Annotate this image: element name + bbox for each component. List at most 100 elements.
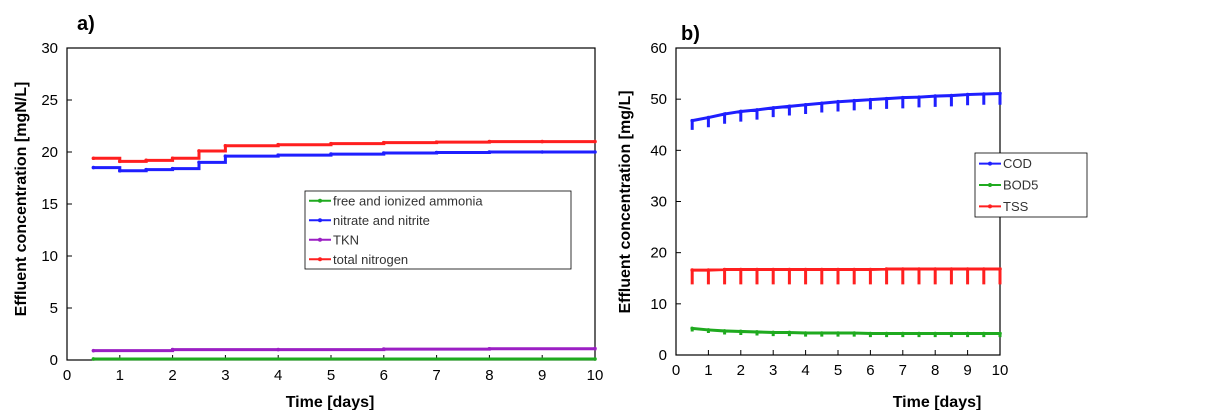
y-tick-label-b: 60 [650,40,667,57]
x-tick-label-a: 1 [116,367,124,384]
series-point-cod [722,112,727,116]
series-point-cod [949,93,954,98]
y-tick-label-a: 5 [50,300,58,317]
series-point-bod5 [965,331,970,336]
series-point-bod5 [771,330,775,335]
series-point-cod [868,97,873,102]
y-tick-label-a: 10 [41,248,58,265]
series-point-tss [998,267,1002,271]
series-point-total-nitrogen [197,149,201,153]
series-point-nitrate-and-nitrite [197,160,201,165]
legend-marker-bod5 [988,183,992,187]
series-point-tss [852,267,856,272]
series-point-total-nitrogen [144,158,148,163]
series-point-nitrate-and-nitrite [382,151,386,155]
legend-label-free-and-ionized-ammonia: free and ionized ammonia [333,193,483,208]
x-tick-label-a: 6 [380,367,388,384]
series-point-bod5 [755,330,759,334]
y-tick-label-a: 20 [41,144,58,161]
series-point-tss [803,267,808,272]
series-point-total-nitrogen [276,142,281,147]
series-point-cod [739,109,743,114]
series-point-nitrate-and-nitrite [593,150,597,154]
series-point-cod [820,101,824,106]
series-point-tkn [276,347,281,352]
panel-b-ylabel: Effluent concentration [mg/L] [617,90,634,313]
x-tick-label-b: 6 [866,362,874,379]
series-point-cod [901,95,905,100]
series-point-tss [836,267,840,272]
y-tick-label-b: 40 [650,142,667,159]
series-point-free-and-ionized-ammonia [593,357,597,361]
series-point-total-nitrogen [91,156,96,161]
y-tick-label-b: 0 [659,347,667,364]
legend-label-total-nitrogen: total nitrogen [333,252,408,267]
series-point-nitrate-and-nitrite [540,150,544,154]
legend-marker-cod [988,161,992,166]
series-point-cod [755,108,759,112]
series-point-nitrate-and-nitrite [434,150,439,155]
series-point-total-nitrogen [382,140,386,145]
x-tick-label-a: 9 [538,367,546,384]
series-point-tkn [382,347,386,351]
x-tick-label-b: 8 [931,362,939,379]
series-point-nitrate-and-nitrite [118,168,122,173]
series-point-tkn [91,348,96,353]
series-point-total-nitrogen [540,139,544,144]
y-tick-label-a: 30 [41,40,58,57]
series-point-bod5 [803,331,808,335]
series-point-total-nitrogen [487,139,492,144]
legend-marker-tkn [318,237,322,242]
series-point-bod5 [739,329,743,334]
series-point-cod [836,99,840,104]
series-point-tss [722,267,727,272]
series-point-nitrate-and-nitrite [170,166,175,171]
series-point-tkn [487,346,492,351]
series-point-bod5 [836,331,840,335]
x-tick-label-a: 4 [274,367,282,384]
series-point-bod5 [949,331,954,336]
series-point-tss [755,267,759,272]
series-point-bod5 [917,331,921,336]
series-point-tss [739,267,743,272]
x-tick-label-b: 0 [672,362,680,379]
series-point-cod [787,104,792,109]
series-point-tkn [593,346,597,351]
series-point-total-nitrogen [434,140,439,144]
legend-label-nitrate-and-nitrite: nitrate and nitrite [333,213,430,228]
series-point-tss [965,267,970,271]
series-point-tss [933,267,937,271]
panel-a-ylabel: Effluent concentration [mgN/L] [13,82,30,317]
series-point-bod5 [787,330,792,335]
series-line-cod [690,91,1002,130]
y-tick-label-a: 0 [50,352,58,369]
x-tick-label-a: 2 [168,367,176,384]
legend-label-tkn: TKN [333,232,359,247]
series-point-nitrate-and-nitrite [487,150,492,154]
series-point-cod [706,115,711,120]
series-point-tss [982,267,986,271]
x-tick-label-a: 5 [327,367,335,384]
panel-a-plot: 0 1 2 3 4 5 6 7 8 9 10 0 5 10 15 20 25 30 free and ionized… [41,40,603,384]
series-point-bod5 [901,331,905,336]
series-point-bod5 [690,326,694,331]
x-tick-label-b: 4 [801,362,809,379]
series-point-bod5 [852,331,856,335]
series-point-nitrate-and-nitrite [91,165,96,170]
x-tick-label-b: 7 [899,362,907,379]
panel-b-label: b) [681,23,700,45]
panel-b-xlabel: Time [days] [893,394,982,410]
series-point-bod5 [884,331,889,336]
series-point-cod [690,118,694,123]
y-tick-label-a: 25 [41,92,58,109]
x-tick-label-b: 3 [769,362,777,379]
series-point-bod5 [982,331,986,336]
panel-b-plot: 0 1 2 3 4 5 6 7 8 9 10 0 10 20 30 40 50 60 COD BOD5 TSS [650,40,1088,379]
x-tick-label-a: 8 [485,367,493,384]
x-tick-label-b: 9 [963,362,971,379]
series-point-cod [982,92,986,96]
series-point-bod5 [933,331,937,336]
series-point-tss [690,268,694,272]
